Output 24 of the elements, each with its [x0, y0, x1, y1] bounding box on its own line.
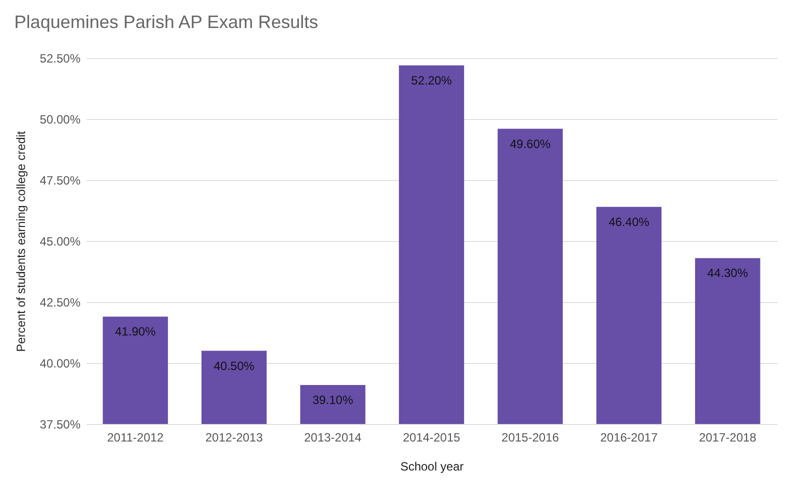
- y-tick-label: 47.50%: [40, 174, 81, 188]
- y-tick-label: 37.50%: [40, 418, 81, 432]
- y-tick-label: 45.00%: [40, 234, 81, 248]
- data-label: 40.50%: [214, 358, 255, 373]
- data-label: 39.10%: [312, 392, 354, 407]
- y-tick-label: 42.50%: [40, 296, 81, 310]
- data-label: 49.60%: [510, 136, 551, 151]
- y-tick-label: 52.50%: [40, 52, 81, 66]
- x-tick-label: 2013-2014: [304, 430, 362, 444]
- data-label: 46.40%: [608, 214, 650, 229]
- y-tick-label: 40.00%: [40, 356, 81, 370]
- data-label: 41.90%: [115, 324, 156, 339]
- x-tick-label: 2015-2016: [502, 430, 560, 444]
- y-tick-label: 50.00%: [40, 112, 81, 126]
- x-tick-label: 2011-2012: [107, 430, 164, 444]
- y-axis-title: Percent of students earning college credit: [14, 130, 28, 352]
- x-tick-label: 2016-2017: [600, 430, 658, 444]
- data-label: 52.20%: [411, 73, 452, 88]
- data-label: 44.30%: [707, 266, 748, 280]
- x-tick-label: 2017-2018: [698, 430, 757, 444]
- x-axis-title: School year: [400, 460, 464, 474]
- chart-title: Plaquemines Parish AP Exam Results: [14, 12, 318, 32]
- x-tick-label: 2014-2015: [402, 430, 461, 444]
- x-tick-label: 2012-2013: [205, 430, 264, 444]
